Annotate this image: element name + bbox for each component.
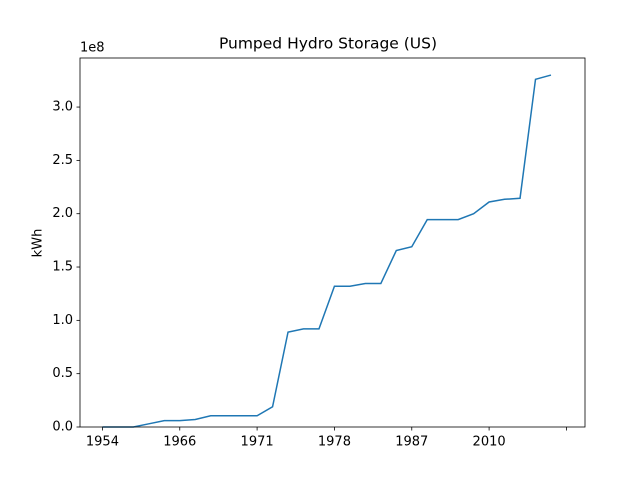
y-axis-label: kWh (31, 229, 46, 258)
line (102, 74, 552, 428)
y-tick-label: 0.0 (52, 420, 73, 435)
x-tick-label: 1966 (163, 435, 196, 450)
y-tick-label: 3.0 (52, 100, 73, 115)
x-tick-label: 1971 (241, 435, 274, 450)
chart-title: Pumped Hydro Storage (US) (219, 35, 437, 53)
y-tick-label: 2.5 (52, 153, 73, 168)
x-tick-label: 1954 (86, 435, 119, 450)
x-tick-label: 1978 (318, 435, 351, 450)
y-tick-label: 1.5 (52, 260, 73, 275)
x-tick-label: 1987 (395, 435, 428, 450)
y-tick-label: 1.0 (52, 313, 73, 328)
y-tick-label: 2.0 (52, 206, 73, 221)
axes-frame (79, 57, 586, 428)
y-tick-label: 0.5 (52, 366, 73, 381)
x-tick-label: 2010 (473, 435, 506, 450)
y-offset-label: 1e8 (80, 41, 105, 56)
